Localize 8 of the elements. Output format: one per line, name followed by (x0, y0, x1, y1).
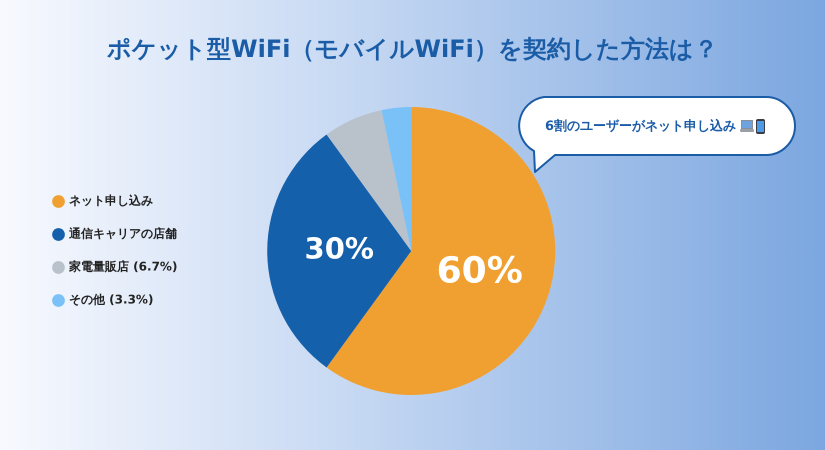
text: 6割のユーザーがネット申し込み (544, 118, 736, 135)
legend-label: ネット申し込み (69, 194, 153, 208)
legend-label: 家電量販店 (6.7%) (68, 260, 178, 274)
legend-label: 通信キャリアの店舗 (68, 226, 177, 241)
data-label: 60% (436, 250, 523, 292)
legend-label: その他 (3.3%) (69, 292, 154, 307)
data-label: 30% (304, 232, 374, 266)
chart-title: ポケット型WiFi（モバイルWiFi）を契約した方法は？ (106, 34, 719, 64)
